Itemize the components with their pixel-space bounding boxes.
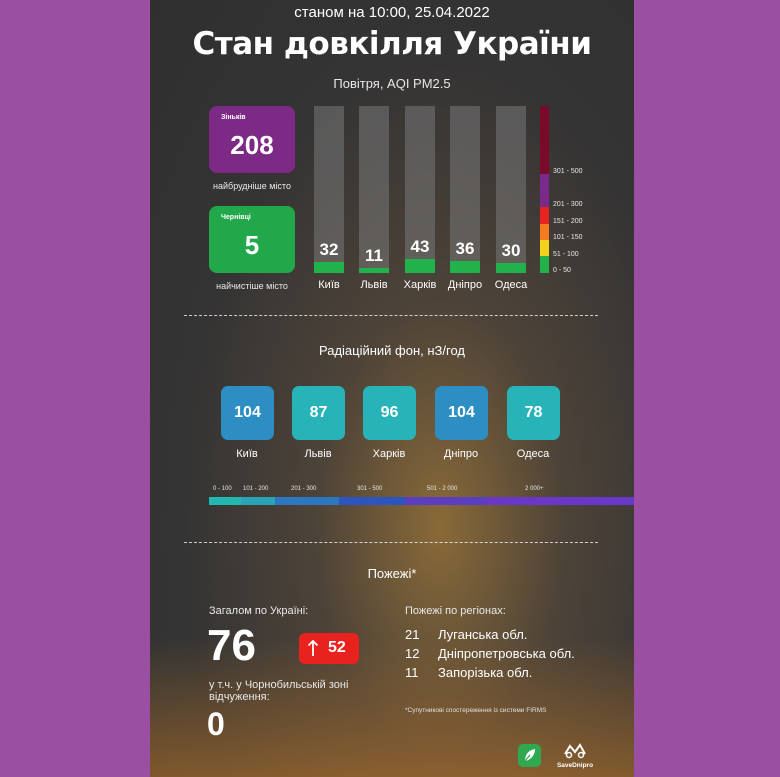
aqi-scale-151-200 bbox=[540, 207, 549, 224]
radiation-legend-label: 0 - 100 bbox=[213, 486, 232, 492]
radiation-legend-label: 501 - 2 000 bbox=[427, 486, 458, 492]
radiation-legend-301-500 bbox=[339, 497, 405, 505]
aqi-scale-201-300 bbox=[540, 174, 549, 207]
aqi-scale-label: 151 - 200 bbox=[553, 218, 583, 225]
cleanest-city-caption: найчистіше місто bbox=[216, 281, 288, 291]
section-divider bbox=[184, 315, 598, 316]
timestamp: станом на 10:00, 25.04.2022 bbox=[294, 4, 490, 21]
fires-change-badge: 52 bbox=[299, 633, 359, 664]
radiation-label-kharkiv: Харків bbox=[372, 448, 406, 460]
aqi-bar-dnipro: 36 bbox=[450, 106, 480, 273]
region-name: Дніпропетровська обл. bbox=[438, 646, 575, 661]
radiation-label-dnipro: Дніпро bbox=[443, 448, 479, 460]
savednipro-logo-text: SaveDnipro bbox=[556, 762, 594, 769]
radiation-value-odesa: 78 bbox=[507, 386, 560, 440]
aqi-scale-label: 101 - 150 bbox=[553, 234, 583, 241]
aqi-scale-label: 201 - 300 bbox=[553, 201, 583, 208]
aqi-label-kyiv: Київ bbox=[318, 279, 340, 291]
arrow-up-icon bbox=[307, 640, 319, 656]
aqi-scale-label: 301 - 500 bbox=[553, 168, 583, 175]
radiation-value-kyiv: 104 bbox=[221, 386, 274, 440]
dirtiest-city-value: 208 bbox=[230, 130, 274, 160]
radiation-section-title: Радіаційний фон, нЗ/год bbox=[318, 343, 466, 358]
savednipro-logo: SaveDnipro bbox=[555, 740, 595, 776]
aqi-scale-51-100 bbox=[540, 240, 549, 256]
aqi-bar-kharkiv: 43 bbox=[405, 106, 435, 273]
fires-chornobyl-value: 0 bbox=[207, 706, 225, 742]
fires-regions-title: Пожежі по регіонах: bbox=[405, 605, 506, 617]
radiation-label-kyiv: Київ bbox=[236, 448, 258, 460]
radiation-legend-label: 301 - 500 bbox=[357, 486, 383, 492]
radiation-legend-501-2000 bbox=[405, 497, 487, 505]
fires-footnote: *Супутникові спостереження із системи FI… bbox=[405, 707, 547, 714]
radiation-legend-2000-plus bbox=[487, 497, 634, 505]
radiation-legend-label: 201 - 300 bbox=[291, 486, 317, 492]
radiation-legend-201-300 bbox=[275, 497, 339, 505]
radiation-legend-0-100 bbox=[209, 497, 241, 505]
aqi-scale-label: 51 - 100 bbox=[553, 251, 579, 258]
fires-change-value: 52 bbox=[328, 639, 346, 656]
aqi-label-odesa: Одеса bbox=[494, 279, 528, 291]
region-name: Запорізька обл. bbox=[438, 665, 533, 680]
savednipro-logo-icon bbox=[564, 743, 586, 759]
aqi-label-kharkiv: Харків bbox=[403, 279, 437, 291]
aqi-scale-301-500 bbox=[540, 106, 549, 174]
radiation-label-lviv: Львів bbox=[304, 448, 332, 460]
radiation-value-kharkiv: 96 bbox=[363, 386, 416, 440]
aqi-bar-lviv: 11 bbox=[359, 106, 389, 273]
cleanest-city-name: Чернівці bbox=[221, 214, 251, 221]
fires-total-label: Загалом по Україні: bbox=[209, 605, 309, 617]
radiation-legend-101-200 bbox=[241, 497, 275, 505]
radiation-legend-label: 101 - 200 bbox=[243, 486, 269, 492]
air-section-subtitle: Повітря, AQI PM2.5 bbox=[333, 76, 451, 91]
radiation-label-odesa: Одеса bbox=[516, 448, 550, 460]
radiation-legend-label: 2 000+ bbox=[525, 486, 544, 492]
aqi-scale-0-50 bbox=[540, 256, 549, 273]
region-count: 12 bbox=[405, 646, 420, 661]
radiation-value-lviv: 87 bbox=[292, 386, 345, 440]
page-title: Стан довкілля України bbox=[192, 26, 592, 62]
dirtiest-city-caption: найбрудніше місто bbox=[213, 181, 291, 191]
cleanest-city-box: Чернівці 5 bbox=[209, 206, 295, 273]
aqi-scale-label: 0 - 50 bbox=[553, 267, 571, 274]
fires-section-title: Пожежі* bbox=[367, 566, 417, 581]
background-glow bbox=[150, 637, 634, 777]
leaf-logo-icon bbox=[518, 744, 541, 767]
infographic-card: станом на 10:00, 25.04.2022 Стан довкілл… bbox=[150, 0, 634, 777]
region-count: 21 bbox=[405, 627, 420, 642]
dirtiest-city-box: Зіньків 208 bbox=[209, 106, 295, 173]
radiation-value-dnipro: 104 bbox=[435, 386, 488, 440]
fires-total-value: 76 bbox=[207, 621, 256, 670]
cleanest-city-value: 5 bbox=[244, 230, 260, 260]
aqi-bar-odesa: 30 bbox=[496, 106, 526, 273]
aqi-bar-kyiv: 32 bbox=[314, 106, 344, 273]
fires-chornobyl-label: у т.ч. у Чорнобильській зоні відчуження: bbox=[209, 679, 349, 703]
dirtiest-city-name: Зіньків bbox=[221, 114, 246, 121]
aqi-label-dnipro: Дніпро bbox=[447, 279, 483, 291]
section-divider bbox=[184, 542, 598, 543]
aqi-label-lviv: Львів bbox=[360, 279, 388, 291]
region-count: 11 bbox=[405, 665, 419, 680]
aqi-scale-101-150 bbox=[540, 224, 549, 240]
region-name: Луганська обл. bbox=[438, 627, 528, 642]
